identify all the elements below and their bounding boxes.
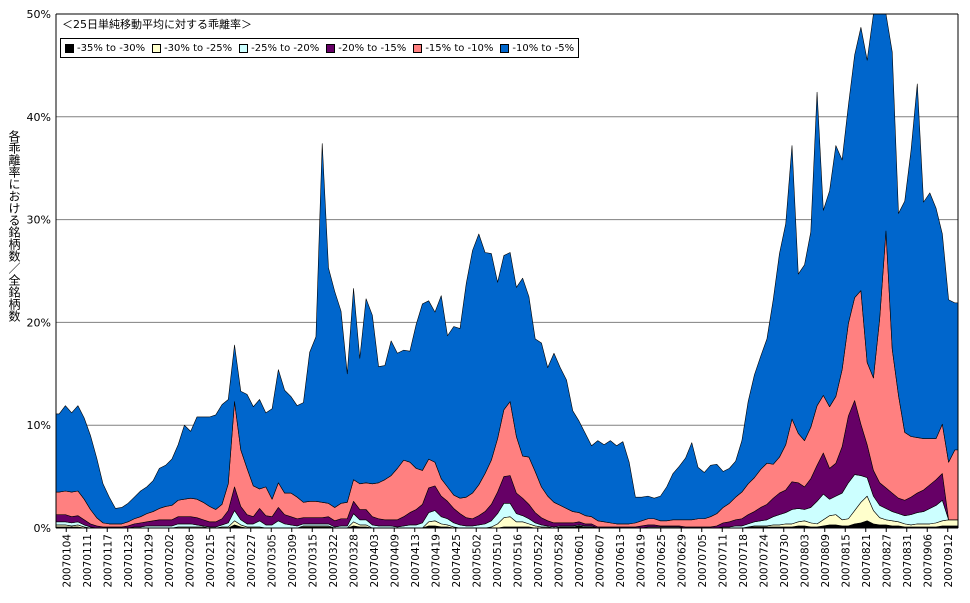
x-tick-label: 20070208 [184, 534, 196, 587]
x-tick-label: 20070202 [164, 534, 176, 587]
x-tick-label: 20070625 [656, 534, 668, 587]
x-tick-label: 20070613 [615, 534, 627, 587]
legend-item: -20% to -15% [326, 43, 406, 54]
legend-label: -10% to -5% [512, 42, 575, 54]
legend-item: -30% to -25% [152, 43, 232, 54]
y-tick-label: 40% [27, 111, 51, 124]
x-tick-label: 20070104 [61, 534, 73, 588]
x-tick-labels: 20070104 20070111 20070117 20070123 20070129… [61, 528, 955, 587]
x-tick-label: 20070912 [943, 534, 955, 587]
axes [55, 13, 959, 529]
y-tick-labels: 0% 10% 20% 30% 40% 50% [27, 8, 51, 535]
legend-swatch [413, 43, 423, 53]
legend-label: -30% to -25% [164, 42, 233, 54]
stacked-areas [55, 13, 959, 529]
x-tick-label: 20070413 [410, 534, 422, 587]
x-tick-label: 20070111 [82, 534, 94, 587]
legend-swatch [326, 43, 336, 53]
x-tick-label: 20070516 [512, 534, 524, 588]
x-tick-label: 20070711 [717, 534, 729, 587]
x-tick-label: 20070227 [246, 534, 258, 587]
y-tick-label: 10% [27, 419, 51, 432]
x-tick-label: 20070328 [348, 534, 360, 587]
x-tick-label: 20070821 [861, 534, 873, 587]
x-tick-label: 20070528 [553, 534, 565, 587]
x-tick-label: 20070221 [225, 534, 237, 587]
legend-label: -15% to -10% [425, 42, 494, 54]
x-tick-label: 20070906 [922, 534, 934, 588]
legend-label: -20% to -15% [338, 42, 407, 54]
legend-swatch [65, 43, 74, 53]
x-tick-label: 20070322 [328, 534, 340, 587]
x-tick-label: 20070425 [451, 534, 463, 587]
x-tick-label: 20070827 [881, 534, 893, 587]
x-tick-label: 20070510 [492, 534, 504, 587]
x-tick-label: 20070705 [697, 534, 709, 587]
legend-swatch [239, 43, 249, 53]
x-tick-label: 20070607 [594, 534, 606, 587]
x-tick-label: 20070831 [902, 534, 914, 587]
x-tick-label: 20070305 [266, 534, 278, 587]
x-tick-label: 20070809 [820, 534, 832, 587]
legend-swatch [152, 43, 162, 53]
y-axis-label-box: 各乖離率における銘柄数／全銘柄数 [6, 130, 21, 420]
x-tick-label: 20070629 [676, 534, 688, 587]
y-tick-label: 50% [27, 8, 51, 21]
y-tick-label: 20% [27, 316, 51, 329]
x-tick-label: 20070129 [143, 534, 155, 587]
y-tick-label: 30% [27, 214, 51, 227]
legend-item: -15% to -10% [413, 43, 493, 54]
x-tick-label: 20070215 [205, 534, 217, 587]
legend: -35% to -30% -30% to -25% -25% to -20% -20%… [60, 38, 580, 58]
x-tick-label: 20070123 [123, 534, 135, 587]
x-tick-label: 20070803 [799, 534, 811, 587]
x-tick-label: 20070815 [840, 534, 852, 587]
y-axis-label: 各乖離率における銘柄数／全銘柄数 [7, 130, 21, 322]
x-tick-label: 20070601 [574, 534, 586, 587]
x-tick-label: 20070724 [758, 534, 770, 588]
x-tick-label: 20070315 [307, 534, 319, 587]
x-tick-label: 20070309 [287, 534, 299, 587]
x-tick-label: 20070419 [430, 534, 442, 587]
x-tick-label: 20070730 [779, 534, 791, 587]
legend-item: -35% to -30% [65, 43, 145, 54]
legend-swatch [500, 43, 510, 53]
chart-title: ＜25日単純移動平均に対する乖離率＞ [62, 18, 252, 31]
legend-item: -25% to -20% [239, 43, 319, 54]
x-tick-label: 20070502 [471, 534, 483, 587]
legend-label: -35% to -30% [77, 42, 146, 54]
x-tick-label: 20070619 [635, 534, 647, 587]
x-tick-label: 20070522 [533, 534, 545, 587]
x-tick-label: 20070409 [389, 534, 401, 587]
y-tick-label: 0% [34, 522, 51, 535]
legend-item: -10% to -5% [500, 43, 574, 54]
legend-label: -25% to -20% [251, 42, 320, 54]
x-tick-label: 20070117 [102, 534, 114, 587]
x-tick-label: 20070403 [369, 534, 381, 587]
x-tick-label: 20070718 [738, 534, 750, 587]
